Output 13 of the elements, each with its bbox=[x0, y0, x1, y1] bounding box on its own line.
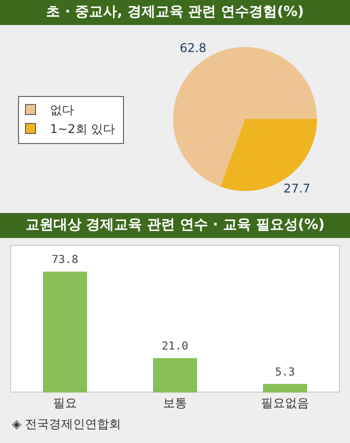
text: ◈ 전국경제인연합회 bbox=[12, 416, 122, 433]
data-label: 73.8 bbox=[52, 252, 78, 266]
legend-label: 1~2회 있다 bbox=[49, 121, 116, 138]
x-tick-label: 필요 bbox=[53, 396, 77, 410]
legend-label: 없다 bbox=[49, 102, 75, 119]
chart-title: 초 · 중교사, 경제교육 관련 연수경험(%) bbox=[0, 0, 350, 25]
x-tick-label: 필요없음 bbox=[261, 396, 309, 410]
chart-title: 교원대상 경제교육 관련 연수 · 교육 필요성(%) bbox=[0, 213, 350, 238]
data-label: 27.7 bbox=[284, 181, 310, 196]
data-label: 62.8 bbox=[180, 40, 206, 55]
data-label: 21.0 bbox=[162, 340, 188, 353]
data-label: 5.3 bbox=[275, 365, 295, 378]
x-tick-label: 보통 bbox=[163, 396, 187, 410]
